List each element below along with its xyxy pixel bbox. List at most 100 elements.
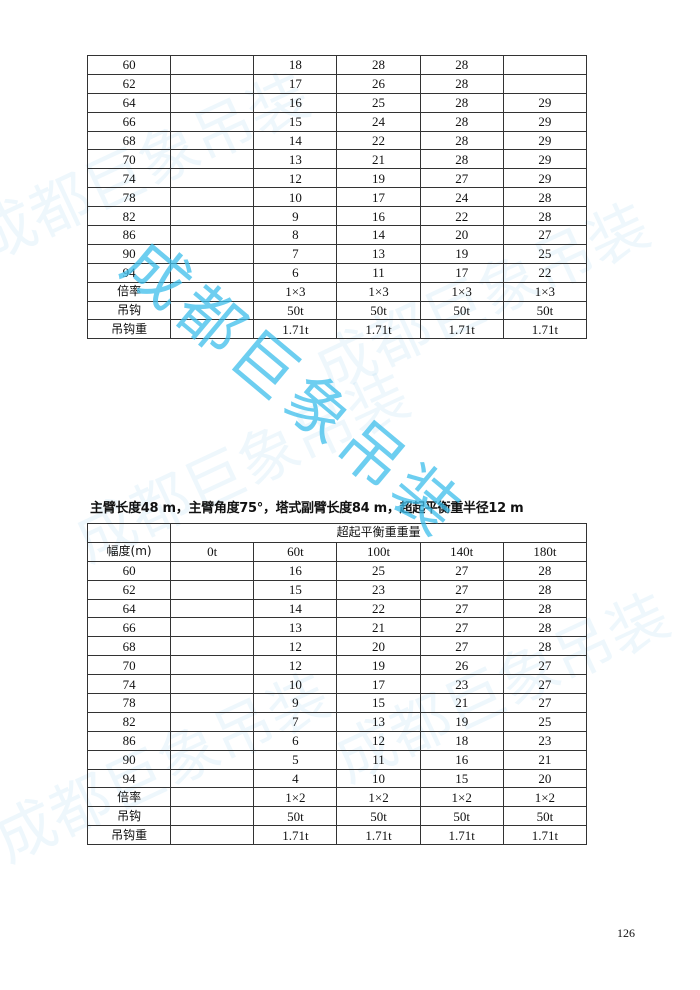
table-cell: 12	[253, 636, 338, 657]
table-cell: 22	[419, 206, 504, 227]
row-label: 94	[86, 768, 172, 789]
row-label: 70	[86, 655, 172, 676]
table-cell: 17	[419, 262, 504, 283]
load-table-1: 60 18 28 28 62 17 26 28 64 16 25 28 29 66 15 24 28 29 68 14…	[86, 55, 588, 340]
table-cell: 14	[253, 130, 338, 151]
column-header: 140t	[419, 541, 504, 562]
table-cell	[170, 693, 255, 713]
table-cell: 13	[253, 149, 338, 170]
table-cell: 24	[419, 187, 504, 208]
table-cell: 10	[253, 674, 338, 695]
table-cell: 28	[419, 130, 504, 151]
table-cell: 29	[502, 92, 588, 113]
table-cell: 26	[336, 73, 421, 94]
table-cell: 1×2	[336, 787, 421, 808]
table-cell: 27	[502, 655, 588, 676]
table-cell: 28	[502, 598, 588, 619]
table-cell: 13	[253, 617, 338, 638]
table-row: 66 13 21 27 28	[86, 617, 588, 638]
table-cell: 29	[502, 130, 588, 151]
table-cell: 21	[419, 693, 504, 713]
row-label: 82	[86, 206, 172, 227]
column-header: 0t	[170, 541, 255, 562]
table-cell	[170, 636, 255, 657]
table-row: 60 16 25 27 28	[86, 560, 588, 581]
table-row: 94 6 11 17 22	[86, 262, 588, 283]
row-label: 70	[86, 149, 172, 170]
table-cell	[170, 711, 255, 732]
table-cell	[170, 787, 255, 808]
table-row: 62 17 26 28	[86, 73, 588, 94]
table-cell	[170, 73, 255, 94]
row-label: 78	[86, 187, 172, 208]
row-label: 吊钩	[86, 806, 172, 827]
section-title: 主臂长度48 m，主臂角度75°，塔式副臂长度84 m，超起平衡重半径12 m	[90, 501, 524, 516]
table-cell: 12	[253, 168, 338, 189]
table-row: 60 18 28 28	[86, 55, 588, 75]
table-cell	[170, 579, 255, 600]
column-header: 幅度(m)	[86, 541, 172, 562]
table-cell: 11	[336, 749, 421, 770]
table-cell: 1.71t	[502, 319, 588, 340]
table-cell: 27	[419, 598, 504, 619]
table-row: 66 15 24 28 29	[86, 111, 588, 132]
table-cell: 50t	[419, 300, 504, 321]
row-label: 倍率	[86, 787, 172, 808]
table-cell: 27	[419, 579, 504, 600]
table-cell: 12	[336, 730, 421, 751]
table-cell: 16	[253, 92, 338, 113]
table-cell: 13	[336, 711, 421, 732]
table-row: 78 9 15 21 27	[86, 693, 588, 713]
table-cell: 28	[419, 73, 504, 94]
row-label: 64	[86, 598, 172, 619]
table-cell: 19	[336, 168, 421, 189]
table-cell: 28	[502, 206, 588, 227]
table-cell: 28	[419, 55, 504, 75]
table-cell: 28	[502, 636, 588, 657]
table-cell: 27	[502, 225, 588, 245]
column-header: 180t	[502, 541, 588, 562]
table-cell: 21	[336, 149, 421, 170]
table-cell: 15	[336, 693, 421, 713]
table-cell	[502, 55, 588, 75]
table-cell: 24	[336, 111, 421, 132]
table-cell: 11	[336, 262, 421, 283]
table-cell: 1×2	[419, 787, 504, 808]
table-cell: 9	[253, 206, 338, 227]
table-row: 78 10 17 24 28	[86, 187, 588, 208]
table-cell: 27	[502, 674, 588, 695]
page-number: 126	[617, 926, 635, 940]
row-label: 吊钩重	[86, 319, 172, 340]
table-cell	[170, 168, 255, 189]
row-label: 82	[86, 711, 172, 732]
table-cell: 20	[419, 225, 504, 245]
table-cell: 29	[502, 149, 588, 170]
row-label: 66	[86, 617, 172, 638]
table-cell: 23	[502, 730, 588, 751]
table-cell: 5	[253, 749, 338, 770]
table-cell	[170, 598, 255, 619]
table-cell: 1.71t	[419, 825, 504, 846]
table-cell: 29	[502, 111, 588, 132]
table-cell: 4	[253, 768, 338, 789]
table-cell: 22	[336, 130, 421, 151]
table-cell: 28	[502, 560, 588, 581]
table-cell: 12	[253, 655, 338, 676]
column-header: 100t	[336, 541, 421, 562]
table-row: 倍率 1×2 1×2 1×2 1×2	[86, 787, 588, 808]
table-cell: 50t	[336, 300, 421, 321]
row-label: 66	[86, 111, 172, 132]
row-label: 62	[86, 73, 172, 94]
table-cell: 6	[253, 262, 338, 283]
table-cell: 1.71t	[502, 825, 588, 846]
table-row: 74 12 19 27 29	[86, 168, 588, 189]
table-cell: 19	[419, 243, 504, 264]
table-cell	[170, 111, 255, 132]
group-header-row: 超起平衡重重量	[86, 523, 587, 543]
row-label: 78	[86, 693, 172, 713]
table-cell: 20	[336, 636, 421, 657]
table-cell: 21	[502, 749, 588, 770]
table-row: 64 14 22 27 28	[86, 598, 588, 619]
table-cell	[170, 55, 255, 75]
row-label: 74	[86, 674, 172, 695]
